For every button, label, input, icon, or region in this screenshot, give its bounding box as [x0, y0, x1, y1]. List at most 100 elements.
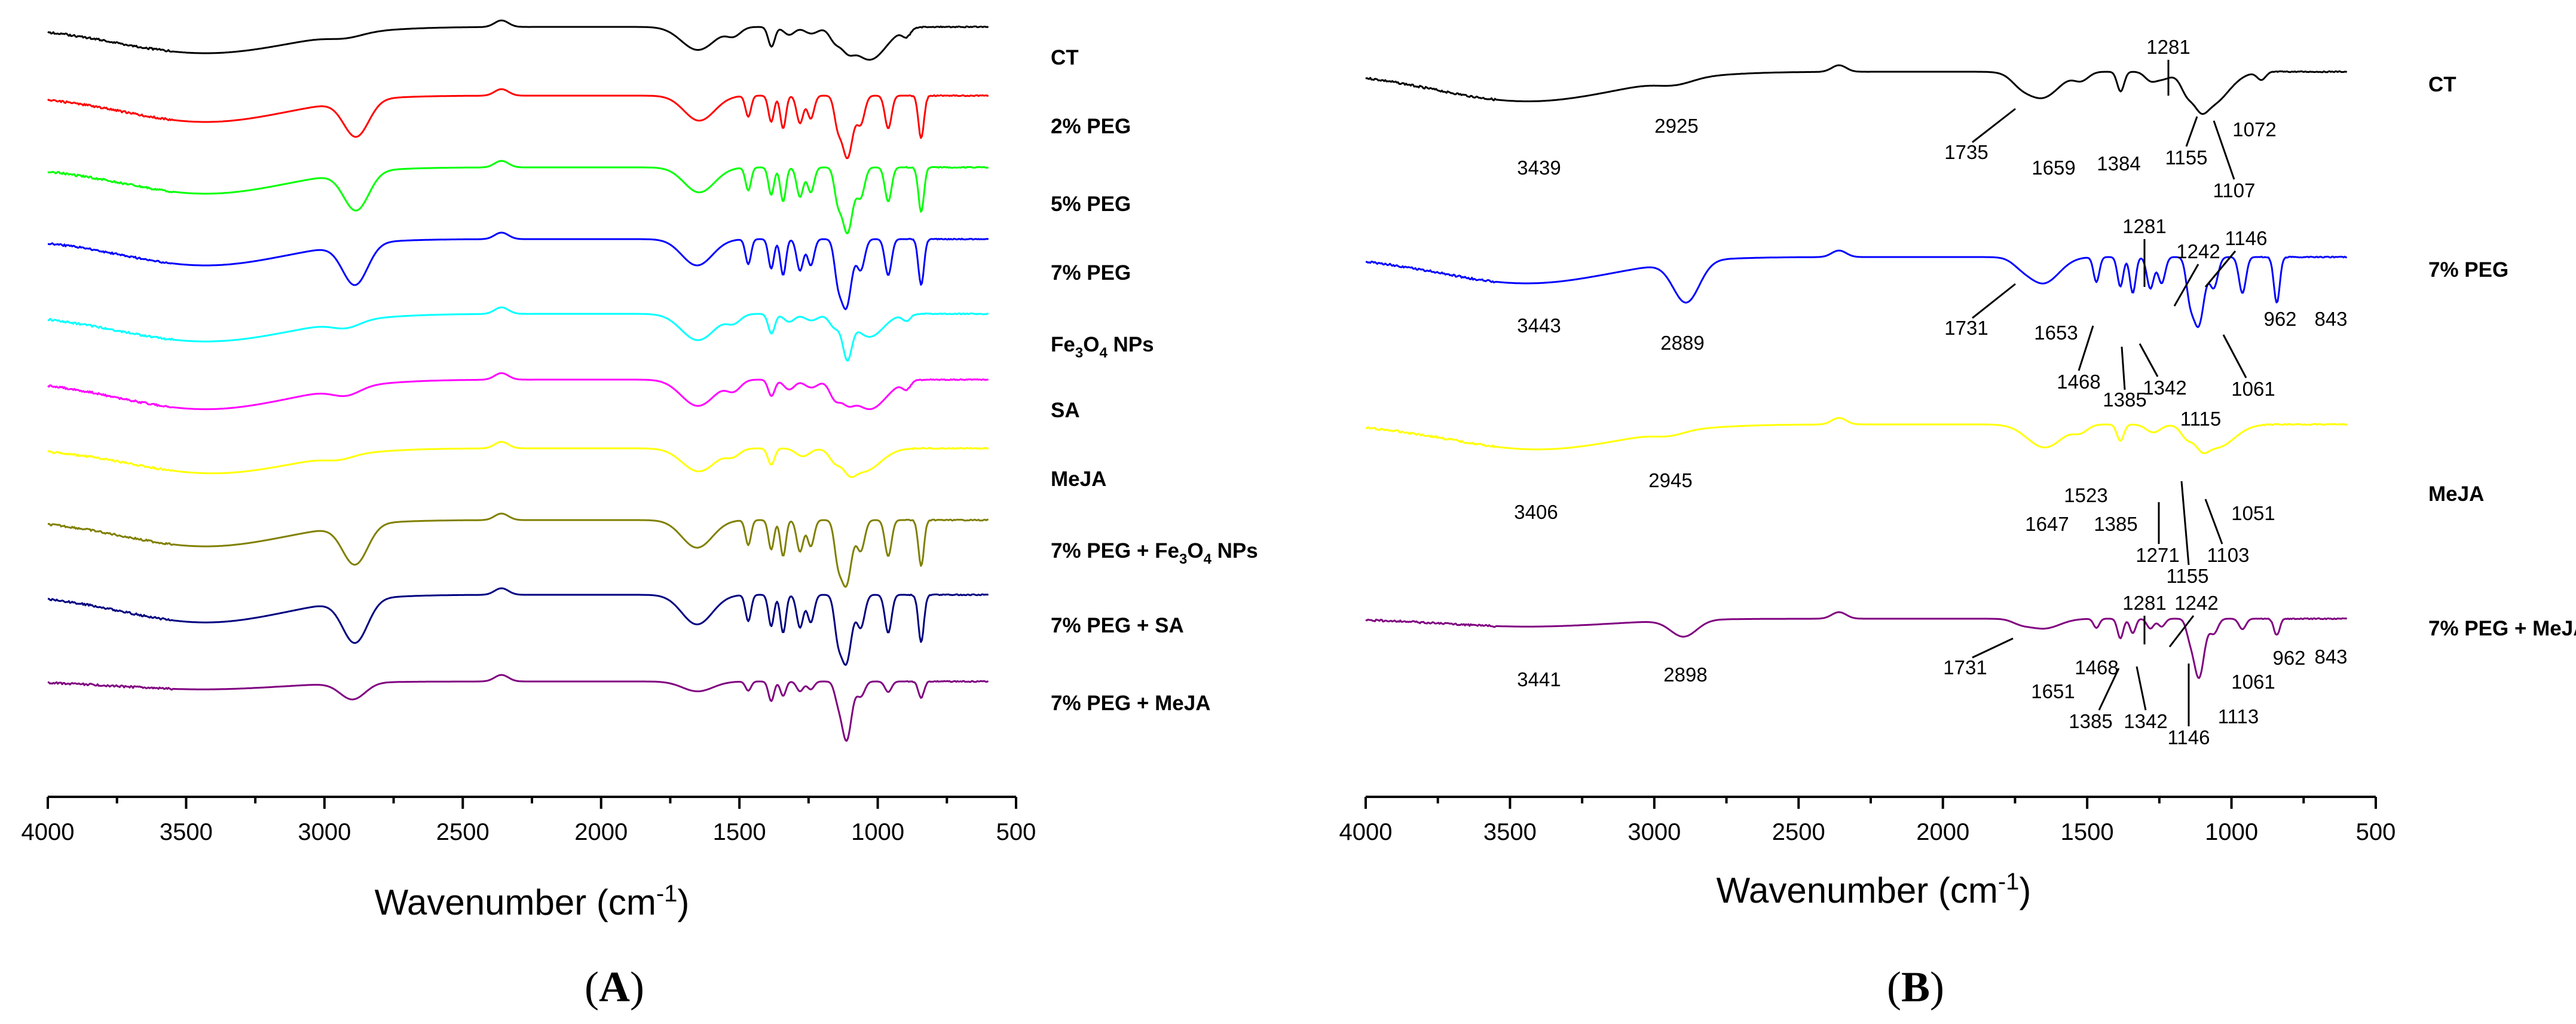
peak-label-pegmeja-1061: 1061: [2231, 671, 2275, 693]
peak-label-meja-3406: 3406: [1514, 501, 1558, 523]
peak-label-peg-1061: 1061: [2231, 378, 2275, 400]
peak-label-peg-962: 962: [2263, 308, 2296, 330]
peak-label-peg-1115: 1115: [2180, 408, 2222, 430]
panel-b-x-axis-title: Wavenumber (cm-1): [1717, 869, 2032, 910]
spectrum-line-a-sa: [47, 372, 989, 410]
peak-arrow-ct-1107: [2213, 120, 2235, 180]
panel-a-chart: 4000 3500 3000 2500 2000 1500 1000 500 Wavenumb…: [22, 19, 1258, 1011]
x-tick-label-a-3500: 3500: [160, 819, 213, 845]
peak-arrow-peg-1061: [2222, 334, 2247, 378]
peak-label-pegmeja-3441: 3441: [1517, 668, 1561, 690]
peak-label-meja-1647: 1647: [2025, 513, 2069, 535]
peak-label-pegmeja-1113: 1113: [2218, 705, 2259, 728]
legend-7-peg-a: 7% PEG: [1051, 261, 1131, 285]
peak-label-pegmeja-1731: 1731: [1943, 656, 1987, 678]
peak-label-peg-3443: 3443: [1517, 314, 1561, 337]
spectrum-line-b-meja: [1365, 417, 2348, 454]
peak-label-peg-1731: 1731: [1944, 317, 1988, 339]
x-tick-label-a-500: 500: [996, 819, 1036, 845]
spectrum-line-a-meja: [47, 441, 989, 478]
spectrum-line-a-7-peg: [48, 231, 989, 310]
spectrum-line-a-7-peg-meja: [47, 674, 989, 742]
peak-label-peg-1242: 1242: [2176, 240, 2220, 262]
peak-arrow-pegmeja-1385: [2098, 668, 2120, 711]
spectrum-line-a-7-peg-fe3o4-nps: [47, 512, 989, 588]
x-tick-label-b-1500: 1500: [2061, 819, 2114, 845]
legend-7-peg-b: 7% PEG: [2428, 258, 2508, 282]
peak-label-ct-2925: 2925: [1654, 115, 1698, 137]
peak-label-pegmeja-1651: 1651: [2031, 680, 2075, 702]
peak-label-meja-1051: 1051: [2231, 502, 2275, 524]
legend-2-peg: 2% PEG: [1051, 115, 1131, 138]
peak-label-pegmeja-2898: 2898: [1663, 664, 1707, 686]
x-tick-label-a-1000: 1000: [851, 819, 904, 845]
peak-label-peg-1385: 1385: [2103, 389, 2146, 411]
peak-label-meja-1523: 1523: [2064, 484, 2107, 506]
peak-arrow-pegmeja-1242: [2168, 615, 2195, 647]
x-tick-label-a-1500: 1500: [713, 819, 766, 845]
peak-arrow-pegmeja-1342: [2136, 666, 2147, 711]
legend-7-peg-meja-a: 7% PEG + MeJA: [1051, 692, 1210, 715]
peak-arrow-peg-1342: [2138, 343, 2159, 377]
peak-label-ct-1107: 1107: [2213, 179, 2256, 201]
panel-a-label: (A): [585, 963, 644, 1011]
peak-label-meja-1385: 1385: [2094, 513, 2137, 535]
peak-arrow-ct-1735: [1972, 108, 2016, 143]
peak-label-peg-1146: 1146: [2225, 227, 2268, 249]
x-tick-label-b-500: 500: [2356, 819, 2396, 845]
legend-sa: SA: [1051, 399, 1080, 422]
x-tick-label-a-4000: 4000: [22, 819, 75, 845]
legend-ct-a: CT: [1051, 46, 1079, 69]
x-tick-label-b-3000: 3000: [1627, 819, 1681, 845]
peak-label-pegmeja-962: 962: [2272, 647, 2305, 669]
legend-7-peg-fe3o4-nps: 7% PEG + Fe3O4 NPs: [1051, 539, 1258, 567]
x-tick-label-b-4000: 4000: [1339, 819, 1393, 845]
panel-b-ticks: 4000 3500 3000 2500 2000 1500 1000 500: [1339, 797, 2396, 845]
peak-label-pegmeja-1342: 1342: [2124, 710, 2167, 732]
peak-label-ct-1281: 1281: [2146, 36, 2190, 58]
spectrum-line-b-ct: [1365, 64, 2347, 115]
x-tick-label-b-3500: 3500: [1483, 819, 1537, 845]
peak-label-meja-1271: 1271: [2136, 544, 2179, 566]
x-tick-label-a-2500: 2500: [436, 819, 489, 845]
peak-label-pegmeja-1281: 1281: [2122, 592, 2166, 614]
spectrum-line-a-ct: [47, 19, 989, 61]
x-tick-label-a-3000: 3000: [298, 819, 351, 845]
spectrum-line-a-5-peg: [47, 160, 989, 234]
legend-meja-b: MeJA: [2428, 482, 2484, 506]
peak-label-pegmeja-1146: 1146: [2168, 726, 2210, 748]
peak-label-ct-1735: 1735: [1944, 141, 1988, 163]
panel-a-ticks: 4000 3500 3000 2500 2000 1500 1000 500: [22, 797, 1036, 845]
peak-label-meja-2945: 2945: [1648, 469, 1692, 491]
legend-meja-a: MeJA: [1051, 467, 1106, 491]
legend-5-peg: 5% PEG: [1051, 192, 1131, 216]
peak-label-ct-1384: 1384: [2097, 152, 2140, 175]
peak-label-ct-1155: 1155: [2165, 146, 2208, 169]
peak-arrow-meja-1155: [2180, 481, 2190, 566]
peak-label-peg-1468: 1468: [2057, 371, 2100, 393]
spectrum-line-b-7-peg-meja: [1365, 611, 2348, 679]
spectrum-line-b-7-peg: [1365, 249, 2348, 328]
peak-label-pegmeja-1242: 1242: [2174, 592, 2218, 614]
peak-label-pegmeja-1468: 1468: [2075, 656, 2118, 678]
peak-label-peg-843: 843: [2314, 308, 2347, 330]
panel-b-series-group: [1365, 64, 2348, 679]
peak-arrow-meja-1103: [2204, 499, 2223, 545]
x-tick-label-b-1000: 1000: [2205, 819, 2258, 845]
peak-label-peg-1281: 1281: [2122, 215, 2166, 237]
x-tick-label-b-2000: 2000: [1916, 819, 1969, 845]
spectrum-line-a-2-peg: [47, 88, 989, 160]
panel-b-label: (B): [1887, 963, 1944, 1011]
peak-arrow-ct-1155: [2185, 116, 2198, 147]
peak-label-peg-2889: 2889: [1660, 332, 1704, 354]
peak-arrow-pegmeja-1731: [1972, 637, 2014, 659]
peak-label-peg-1653: 1653: [2034, 322, 2078, 344]
peak-label-pegmeja-1385: 1385: [2069, 710, 2112, 732]
peak-arrow-peg-1731: [1972, 283, 2016, 319]
peak-label-peg-1342: 1342: [2143, 377, 2186, 399]
panel-b-chart: 4000 3500 3000 2500 2000 1500 1000 500 Wavenumb…: [1339, 36, 2576, 1011]
spectrum-line-a-fe3o4-nps: [47, 306, 989, 362]
spectrum-line-a-7-peg-sa: [47, 587, 989, 666]
panel-a-series-group: [47, 19, 989, 742]
